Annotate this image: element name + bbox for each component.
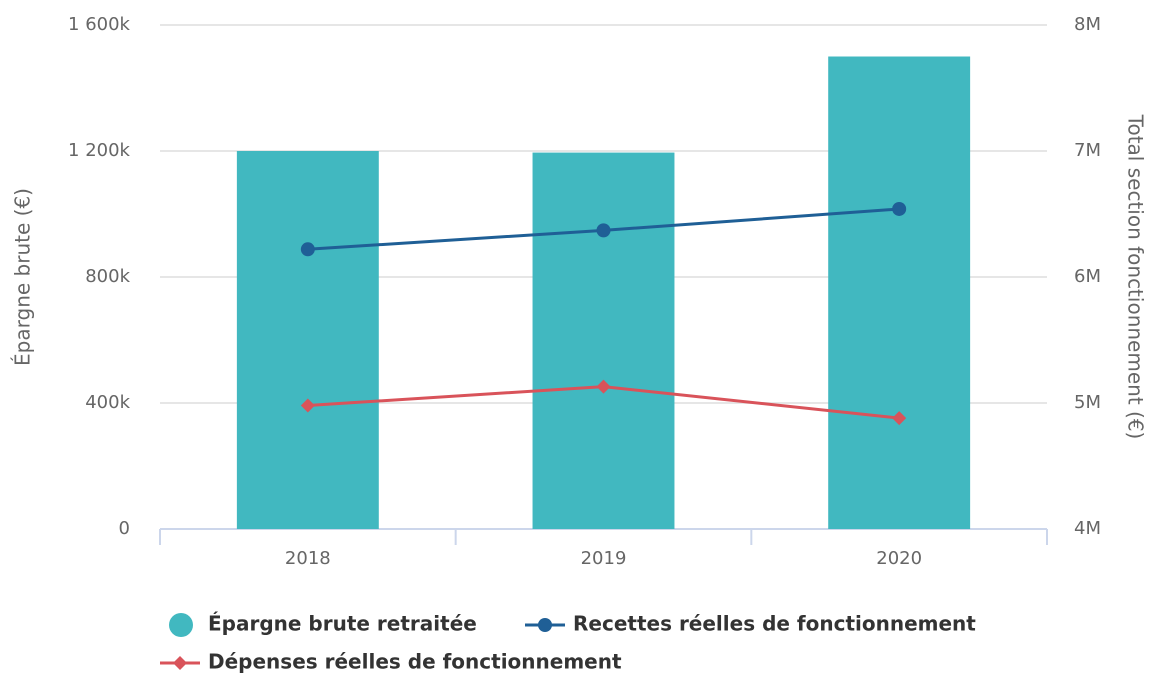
y2-tick-label: 6M xyxy=(1074,266,1101,287)
y2-tick-label: 5M xyxy=(1074,392,1101,413)
x-tick-label: 2019 xyxy=(581,548,627,569)
y2-axis-title: Total section fonctionnement (€) xyxy=(1124,114,1148,440)
diamond-marker xyxy=(300,398,315,413)
circle-marker xyxy=(596,223,611,238)
y-axis-title: Épargne brute (€) xyxy=(11,188,35,366)
circle-marker xyxy=(300,242,315,257)
y2-tick-label: 4M xyxy=(1074,518,1101,539)
legend-label: Recettes réelles de fonctionnement xyxy=(573,612,976,636)
diamond-marker xyxy=(173,656,187,670)
y2-tick-label: 7M xyxy=(1074,140,1101,161)
circle-marker xyxy=(892,201,907,216)
bar xyxy=(828,56,971,529)
y2-tick-label: 8M xyxy=(1074,14,1101,35)
y-tick-label: 1 600k xyxy=(68,14,131,35)
diamond-marker xyxy=(892,411,907,426)
x-tick-label: 2018 xyxy=(285,548,331,569)
bar xyxy=(236,151,379,529)
y-tick-label: 0 xyxy=(119,518,130,539)
circle-marker xyxy=(538,618,552,632)
bar xyxy=(532,152,675,529)
diamond-marker xyxy=(596,379,611,394)
x-tick-label: 2020 xyxy=(876,548,922,569)
legend-label: Dépenses réelles de fonctionnement xyxy=(208,650,622,674)
legend-symbol xyxy=(169,613,193,637)
y-tick-label: 1 200k xyxy=(68,140,131,161)
y-tick-label: 400k xyxy=(85,392,130,413)
y-tick-label: 800k xyxy=(85,266,130,287)
legend-label: Épargne brute retraitée xyxy=(208,612,477,636)
